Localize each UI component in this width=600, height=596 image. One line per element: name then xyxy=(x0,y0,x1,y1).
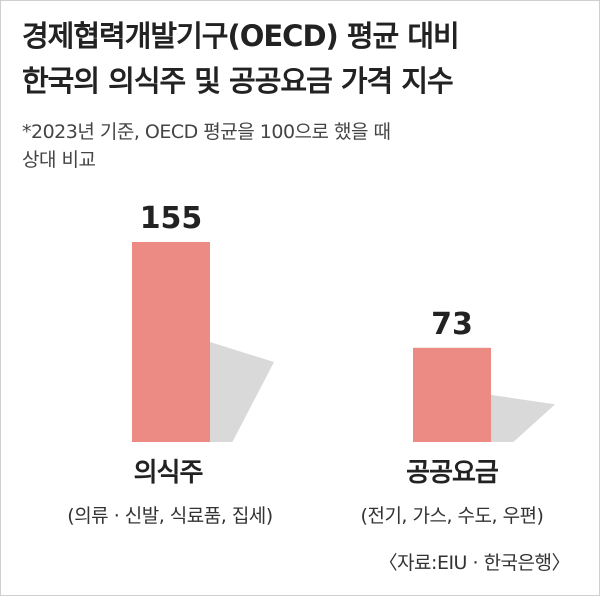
note-line-2: 상대 비교 xyxy=(22,149,96,171)
bar-shadows xyxy=(210,342,555,442)
category-detail: (전기, 가스, 수도, 우편) xyxy=(361,505,544,527)
value-label: 73 xyxy=(431,307,473,342)
chart-note: *2023년 기준, OECD 평균을 100으로 했을 때 상대 비교 xyxy=(22,118,582,174)
category-label: 의식주 xyxy=(134,458,203,488)
bars xyxy=(132,242,491,442)
category-label: 공공요금 xyxy=(406,458,499,488)
category-detail: (의류 · 신발, 식료품, 집세) xyxy=(67,505,272,527)
bar-shadow xyxy=(210,342,274,442)
source-note: 〈자료:EIU · 한국은행〉 xyxy=(378,552,571,574)
bar-2 xyxy=(413,347,491,442)
value-label: 155 xyxy=(140,201,203,236)
chart-title: 경제협력개발기구(OECD) 평균 대비 한국의 의식주 및 공공요금 가격 지… xyxy=(22,14,582,104)
bar-1 xyxy=(132,242,210,442)
note-line-1: *2023년 기준, OECD 평균을 100으로 했을 때 xyxy=(22,121,391,143)
title-line-1: 경제협력개발기구(OECD) 평균 대비 xyxy=(22,19,460,53)
title-line-2: 한국의 의식주 및 공공요금 가격 지수 xyxy=(22,64,454,98)
bar-shadow xyxy=(491,394,555,442)
labels: 155 의식주 (의류 · 신발, 식료품, 집세) 73 공공요금 (전기, 가스, 수… xyxy=(67,201,544,527)
